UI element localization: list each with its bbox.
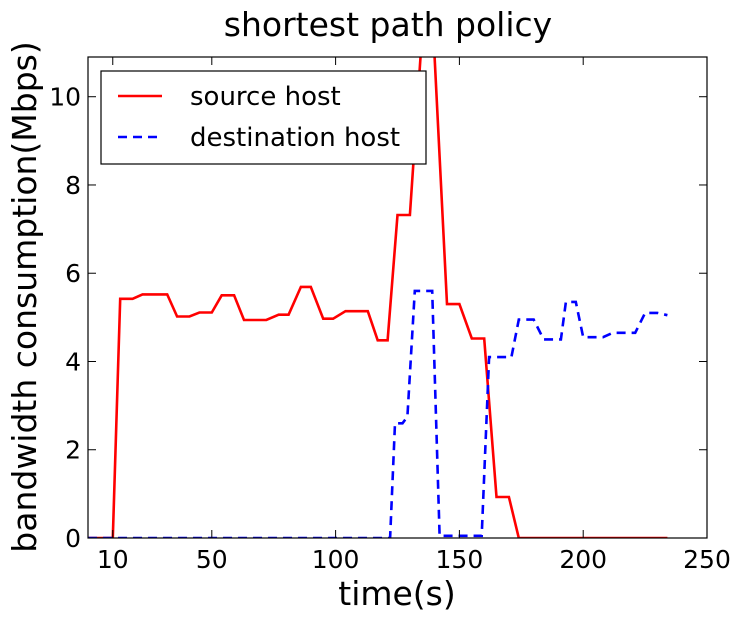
- y-axis-label: bandwidth consumption(Mbps): [5, 41, 44, 552]
- x-tick-label-150: 150: [436, 545, 484, 574]
- y-tick-label-8: 8: [65, 171, 81, 200]
- plot-frame: [87, 56, 708, 539]
- y-tick-label-0: 0: [65, 524, 81, 553]
- x-tick-label-100: 100: [312, 545, 360, 574]
- legend: source host destination host: [100, 70, 427, 165]
- y-tick-label-6: 6: [65, 259, 81, 288]
- series-line-source-host: [88, 57, 668, 538]
- y-tick-label-10: 10: [49, 83, 81, 112]
- series-layer: [88, 57, 668, 538]
- y-tick-label-4: 4: [65, 347, 81, 376]
- legend-label-source-host: source host: [190, 82, 341, 112]
- y-tick-label-2: 2: [65, 436, 81, 465]
- x-tick-label-250: 250: [683, 545, 731, 574]
- chart-title: shortest path policy: [224, 5, 552, 44]
- x-axis-label: time(s): [338, 574, 456, 613]
- tick-layer: 10 50 100 150 200 250 0 2 4 6 8 10: [49, 57, 731, 574]
- series-line-destination-host: [88, 289, 668, 538]
- legend-label-destination-host: destination host: [190, 123, 400, 153]
- x-tick-label-10: 10: [97, 545, 129, 574]
- x-tick-label-50: 50: [196, 545, 228, 574]
- x-tick-label-200: 200: [559, 545, 607, 574]
- legend-box: [100, 70, 427, 165]
